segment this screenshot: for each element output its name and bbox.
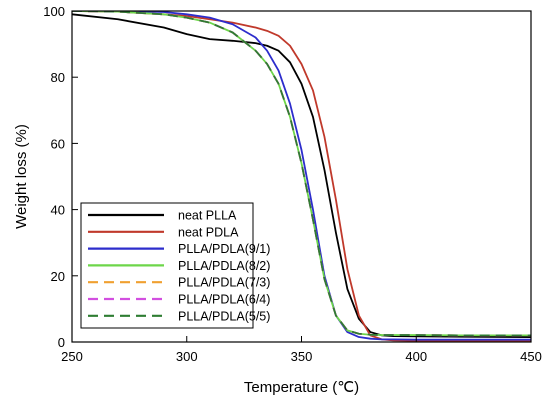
legend-box	[80, 202, 254, 329]
y-tick-label: 100	[43, 4, 65, 19]
x-tick-label: 350	[291, 349, 313, 364]
y-tick-label: 0	[58, 335, 65, 350]
legend: neat PLLA neat PDLA PLLA/PDLA(9/1) PLLA/PDL…	[80, 202, 270, 329]
legend-label-2: neat PDLA	[178, 225, 239, 239]
legend-label-5: PLLA/PDLA(7/3)	[178, 276, 270, 290]
legend-items: neat PLLA neat PDLA PLLA/PDLA(9/1) PLLA/PDL…	[88, 209, 270, 323]
legend-label-1: neat PLLA	[178, 209, 237, 223]
x-tick-label: 300	[176, 349, 198, 364]
legend-label-3: PLLA/PDLA(9/1)	[178, 242, 270, 256]
x-tick-label: 400	[405, 349, 427, 364]
x-tick-label: 450	[520, 349, 542, 364]
y-tick-label: 60	[51, 136, 65, 151]
ticks-layer: 250 300 350 400 450 0 20 40 60 80 100	[43, 4, 542, 364]
y-tick-label: 80	[51, 70, 65, 85]
x-tick-label: 250	[61, 349, 83, 364]
series-line-7	[72, 11, 531, 337]
series-layer	[72, 11, 531, 342]
y-tick-label: 20	[51, 269, 65, 284]
y-tick-label: 40	[51, 203, 65, 218]
y-axis-title: Weight loss (%)	[13, 124, 30, 229]
x-axis-title: Temperature (℃)	[244, 379, 359, 396]
legend-label-4: PLLA/PDLA(8/2)	[178, 259, 270, 273]
legend-label-7: PLLA/PDLA(5/5)	[178, 309, 270, 323]
legend-label-6: PLLA/PDLA(6/4)	[178, 293, 270, 307]
series-line-3	[72, 11, 531, 341]
